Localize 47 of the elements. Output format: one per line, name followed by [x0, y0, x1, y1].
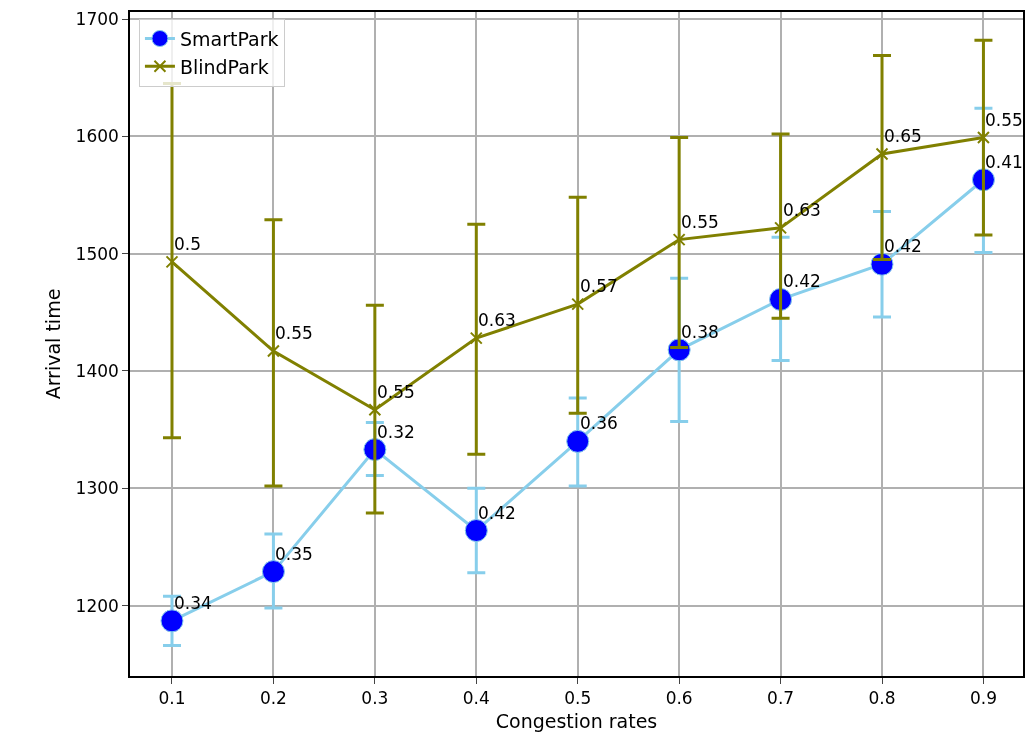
point [165, 255, 179, 269]
annotation: 0.32 [377, 422, 415, 442]
annotation: 0.65 [884, 126, 922, 146]
x-tick-label: 0.7 [767, 688, 795, 709]
annotation: 0.35 [275, 544, 313, 564]
point [774, 221, 788, 235]
annotation: 0.34 [174, 593, 212, 613]
annotation: 0.36 [580, 413, 618, 433]
y-tick-label: 1300 [75, 478, 119, 499]
point [875, 147, 889, 161]
annotation: 0.38 [681, 322, 719, 342]
y-axis-title: Arrival time [41, 288, 64, 400]
point [464, 519, 488, 543]
x-tick-label: 0.5 [564, 688, 592, 709]
annotation: 0.63 [478, 310, 516, 330]
y-tick-label: 1500 [75, 243, 119, 264]
point [672, 233, 686, 247]
x-tick-label: 0.3 [361, 688, 389, 709]
y-tick-label: 1700 [75, 8, 119, 29]
point [160, 609, 184, 633]
x-tick-label: 0.2 [259, 688, 287, 709]
point [261, 560, 285, 584]
legend-label: SmartPark [179, 27, 279, 50]
legend-label: BlindPark [179, 55, 269, 78]
x-tick-label: 0.6 [665, 688, 693, 709]
annotation: 0.5 [174, 234, 202, 254]
point [566, 429, 590, 453]
x-axis-title: Congestion rates [495, 710, 658, 733]
annotation: 0.41 [985, 152, 1023, 172]
annotation: 0.55 [985, 110, 1023, 130]
y-tick-label: 1200 [75, 595, 119, 616]
y-tick-label: 1600 [75, 126, 119, 147]
point [368, 403, 382, 417]
annotation: 0.55 [681, 212, 719, 232]
x-tick-label: 0.1 [158, 688, 186, 709]
annotation: 0.42 [884, 236, 922, 256]
point [976, 131, 990, 145]
x-tick-label: 0.8 [868, 688, 896, 709]
annotation: 0.42 [478, 503, 516, 523]
point [571, 297, 585, 311]
x-tick-label: 0.4 [462, 688, 490, 709]
point [266, 344, 280, 358]
y-tick-label: 1400 [75, 360, 119, 381]
annotation: 0.55 [275, 323, 313, 343]
x-tick-label: 0.9 [969, 688, 997, 709]
annotation: 0.42 [783, 271, 821, 291]
point [469, 331, 483, 345]
